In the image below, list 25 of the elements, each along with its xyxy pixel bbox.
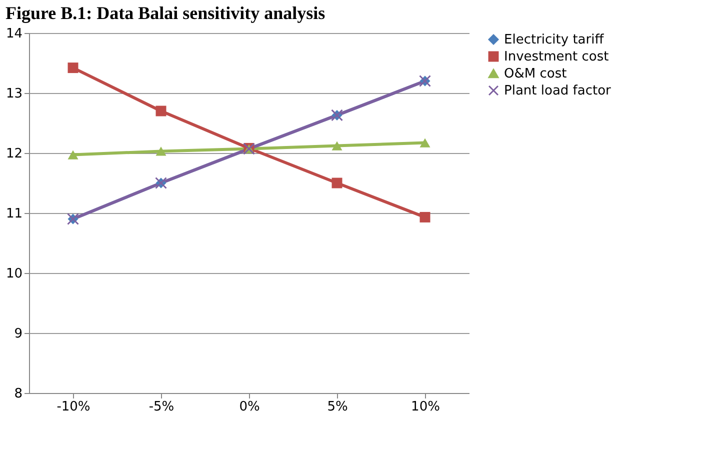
y-tick-label: 13: [6, 86, 22, 102]
point: [332, 178, 342, 188]
y-tick-label: 10: [6, 266, 22, 282]
y-tick-label: 14: [6, 26, 22, 42]
x-tick-label: 5%: [327, 400, 348, 414]
point: [68, 150, 78, 160]
legend-label: Plant load factor: [504, 84, 612, 98]
x-tick-label: 0%: [239, 400, 260, 414]
legend-label: O&M cost: [504, 66, 567, 82]
y-tick-label: 8: [14, 386, 22, 402]
legend-label: Electricity tariff: [504, 32, 605, 48]
x-tick-label: -5%: [148, 400, 174, 414]
point: [156, 146, 166, 156]
point: [420, 138, 430, 148]
point: [332, 141, 342, 150]
legend-label: Investment cost: [504, 50, 609, 64]
y-tick-label: 9: [14, 326, 22, 342]
chart-title: Figure B.1: Data Balai sensitivity analysis: [5, 3, 326, 23]
y-tick-label: 11: [6, 206, 22, 222]
point: [156, 106, 166, 116]
point: [420, 212, 430, 222]
point: [68, 62, 78, 74]
x-tick-label: -10%: [56, 400, 90, 414]
x-tick-label: 10%: [411, 400, 440, 414]
y-tick-label: 12: [6, 146, 22, 162]
